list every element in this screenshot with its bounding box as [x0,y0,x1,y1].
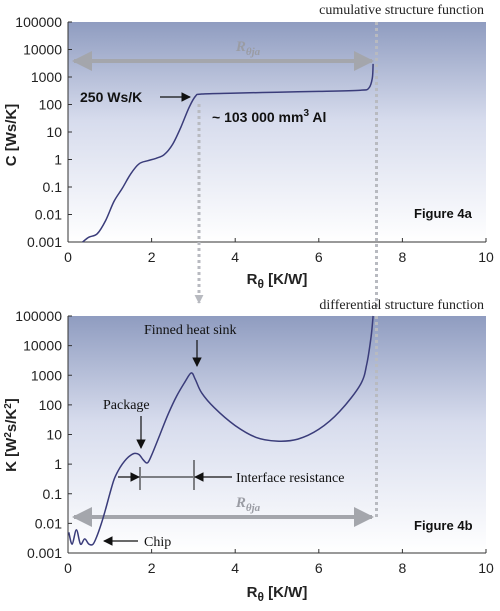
chart-b-package-label: Package [103,398,150,413]
chart-b-y-tick-label: 100000 [15,308,62,324]
chart-b-y-tick-label: 1000 [31,367,62,383]
chart-b-rthetaja-label: Rθja [235,495,261,514]
chart-a-y-tick-label: 0.01 [35,207,62,223]
chart-b-x-tick-label: 10 [478,560,494,576]
chart-a-x-axis-label: Rθ [K/W] [247,271,308,291]
chart-b-interface-label: Interface resistance [236,471,344,486]
chart-b-y-axis-label: K [W2s/K2] [3,398,20,472]
chart-b-figure-label: Figure 4b [414,518,473,533]
chart-a-x-tick-label: 2 [148,249,156,265]
chart-a-volume-label: ~ 103 000 mm3 Al [212,108,326,125]
chart-b-y-tick-label: 10 [46,427,62,443]
chart-a-x-tick-label: 6 [315,249,323,265]
chart-a-y-tick-label: 100 [39,97,63,113]
chart-a-x-tick-label: 10 [478,249,494,265]
chart-b-x-tick-label: 4 [231,560,239,576]
chart-b-y-tick-label: 100 [39,397,63,413]
chart-b-y-tick-label: 0.01 [35,515,62,531]
chart-b-y-tick-label: 0.001 [27,545,62,561]
chart-a-y-tick-label: 10000 [23,42,62,58]
chart-a-ticks: 0 2 4 6 8 10 0.001 0.01 0.1 1 10 100 1000 10000 100000 [15,14,494,265]
chart-a-y-tick-label: 10 [46,124,62,140]
chart-b-x-axis-label: Rθ [K/W] [247,584,308,604]
chart-b-heat-sink-label: Finned heat sink [144,323,237,338]
chart-a-y-axis-label: C [Ws/K] [3,104,20,167]
chart-a-y-tick-label: 100000 [15,14,62,30]
chart-b-y-tick-label: 10000 [23,338,62,354]
chart-a-x-tick-label: 4 [231,249,239,265]
chart-a: cumulative structure function 0 2 4 6 8 10 0.0… [3,3,494,310]
chart-a-capacity-label: 250 Ws/K [80,89,142,105]
chart-a-series-line [82,63,374,243]
chart-b-title: differential structure function [319,298,484,313]
chart-b-ticks: 0 2 4 6 8 10 0.001 0.01 0.1 1 10 100 1000 10000 100000 [15,308,494,576]
chart-a-y-tick-label: 0.001 [27,234,62,250]
chart-b-chip-label: Chip [144,535,171,550]
chart-b-x-tick-label: 2 [148,560,156,576]
chart-a-y-tick-label: 1000 [31,69,62,85]
chart-b-x-tick-label: 0 [64,560,72,576]
chart-a-y-tick-label: 1 [54,152,62,168]
chart-a-y-tick-label: 0.1 [43,179,63,195]
chart-b-series-line [68,315,374,546]
chart-b: differential structure function 0 2 4 6 8 100… [3,298,494,604]
chart-a-title: cumulative structure function [319,3,484,18]
chart-b-y-tick-label: 1 [54,456,62,472]
chart-a-x-tick-label: 8 [399,249,407,265]
chart-a-x-tick-label: 0 [64,249,72,265]
chart-b-y-tick-label: 0.1 [43,486,63,502]
chart-b-x-tick-label: 8 [399,560,407,576]
chart-a-figure-label: Figure 4a [414,206,473,221]
chart-b-x-tick-label: 6 [315,560,323,576]
chart-a-rthetaja-label: Rθja [235,39,261,58]
